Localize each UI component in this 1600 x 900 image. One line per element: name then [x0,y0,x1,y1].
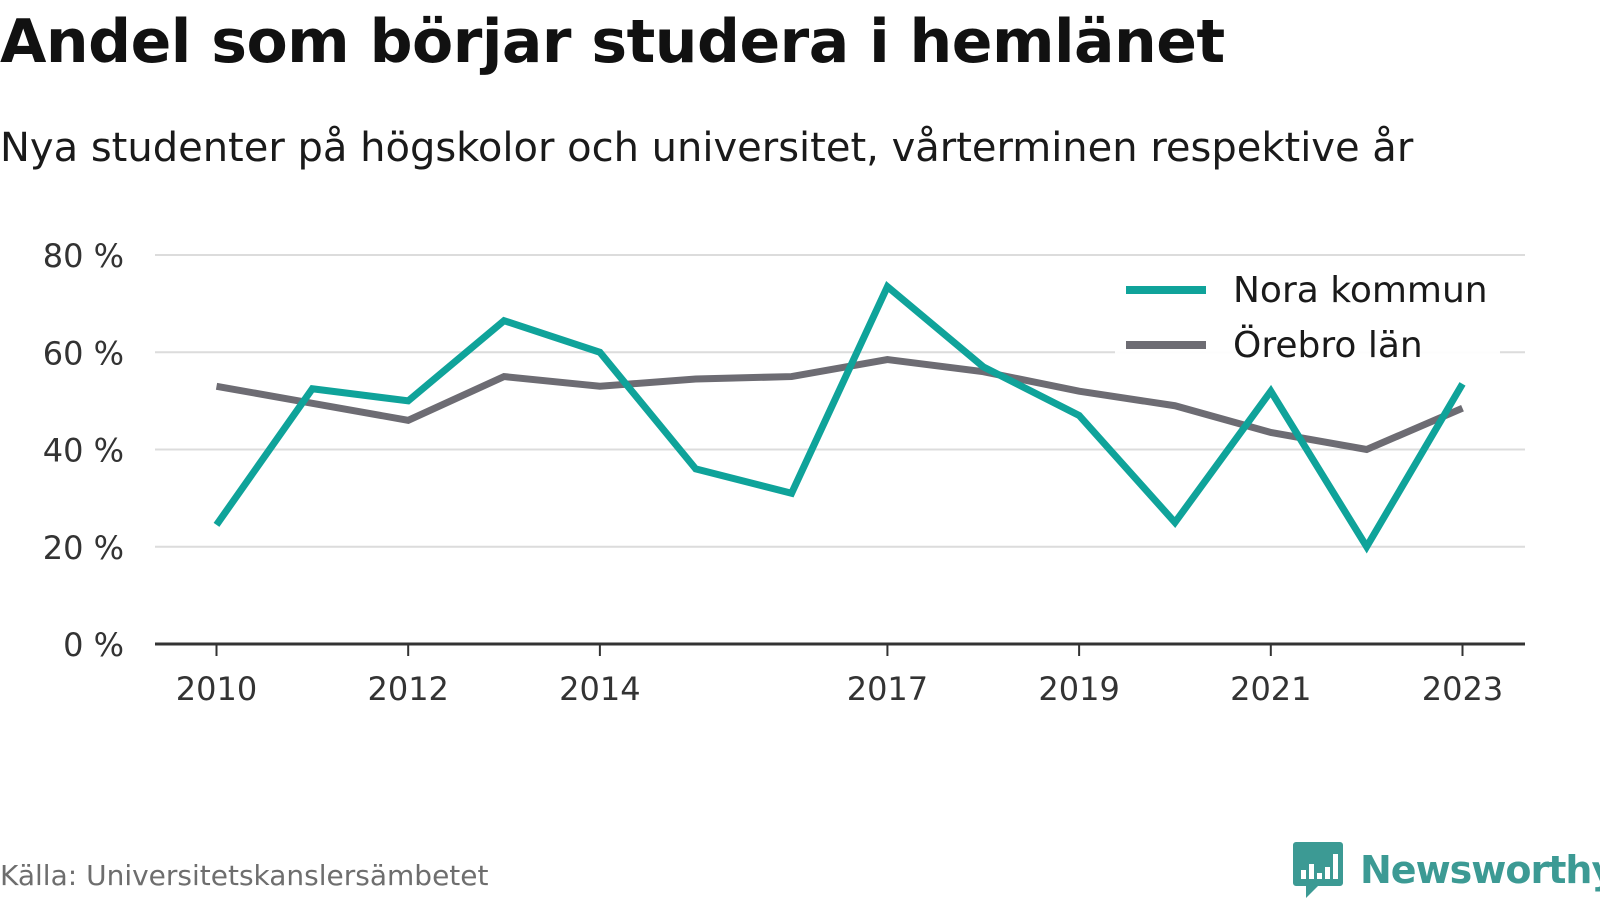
x-tick-label: 2023 [1422,670,1503,708]
series-lines [213,280,1466,554]
legend-label-0: Nora kommun [1233,270,1488,311]
x-tick-label: 2014 [559,670,640,708]
source-note: Källa: Universitetskanslersämbetet [0,859,489,892]
x-tick-label: 2021 [1230,670,1311,708]
line-chart: 0 % 20 % 40 % 60 % 80 % 2010 2012 2014 2017 2019… [43,237,1525,708]
chart-title: Andel som börjar studera i hemlänet [0,7,1225,77]
legend: Nora kommun Örebro län [1115,262,1500,370]
y-tick-label: 60 % [43,334,124,372]
y-tick-label: 80 % [43,237,124,275]
y-axis-tick-labels: 0 % 20 % 40 % 60 % 80 % [43,237,124,664]
y-tick-label: 40 % [43,432,124,470]
bar-chart-speech-bubble-icon [1293,842,1343,898]
x-tick-label: 2012 [367,670,448,708]
x-tick-label: 2010 [176,670,257,708]
chart-subtitle: Nya studenter på högskolor och universit… [0,125,1414,171]
y-tick-label: 20 % [43,529,124,567]
x-tick-label: 2019 [1038,670,1119,708]
legend-label-1: Örebro län [1233,324,1423,366]
series-line-1 [215,356,1464,454]
legend-background [1115,262,1500,370]
brand-name: Newsworthy [1360,848,1600,892]
x-axis [155,642,1525,656]
y-tick-label: 0 % [63,626,124,664]
x-axis-tick-labels: 2010 2012 2014 2017 2019 2021 2023 [176,670,1503,708]
x-tick-label: 2017 [847,670,928,708]
series-line-0 [213,280,1466,554]
